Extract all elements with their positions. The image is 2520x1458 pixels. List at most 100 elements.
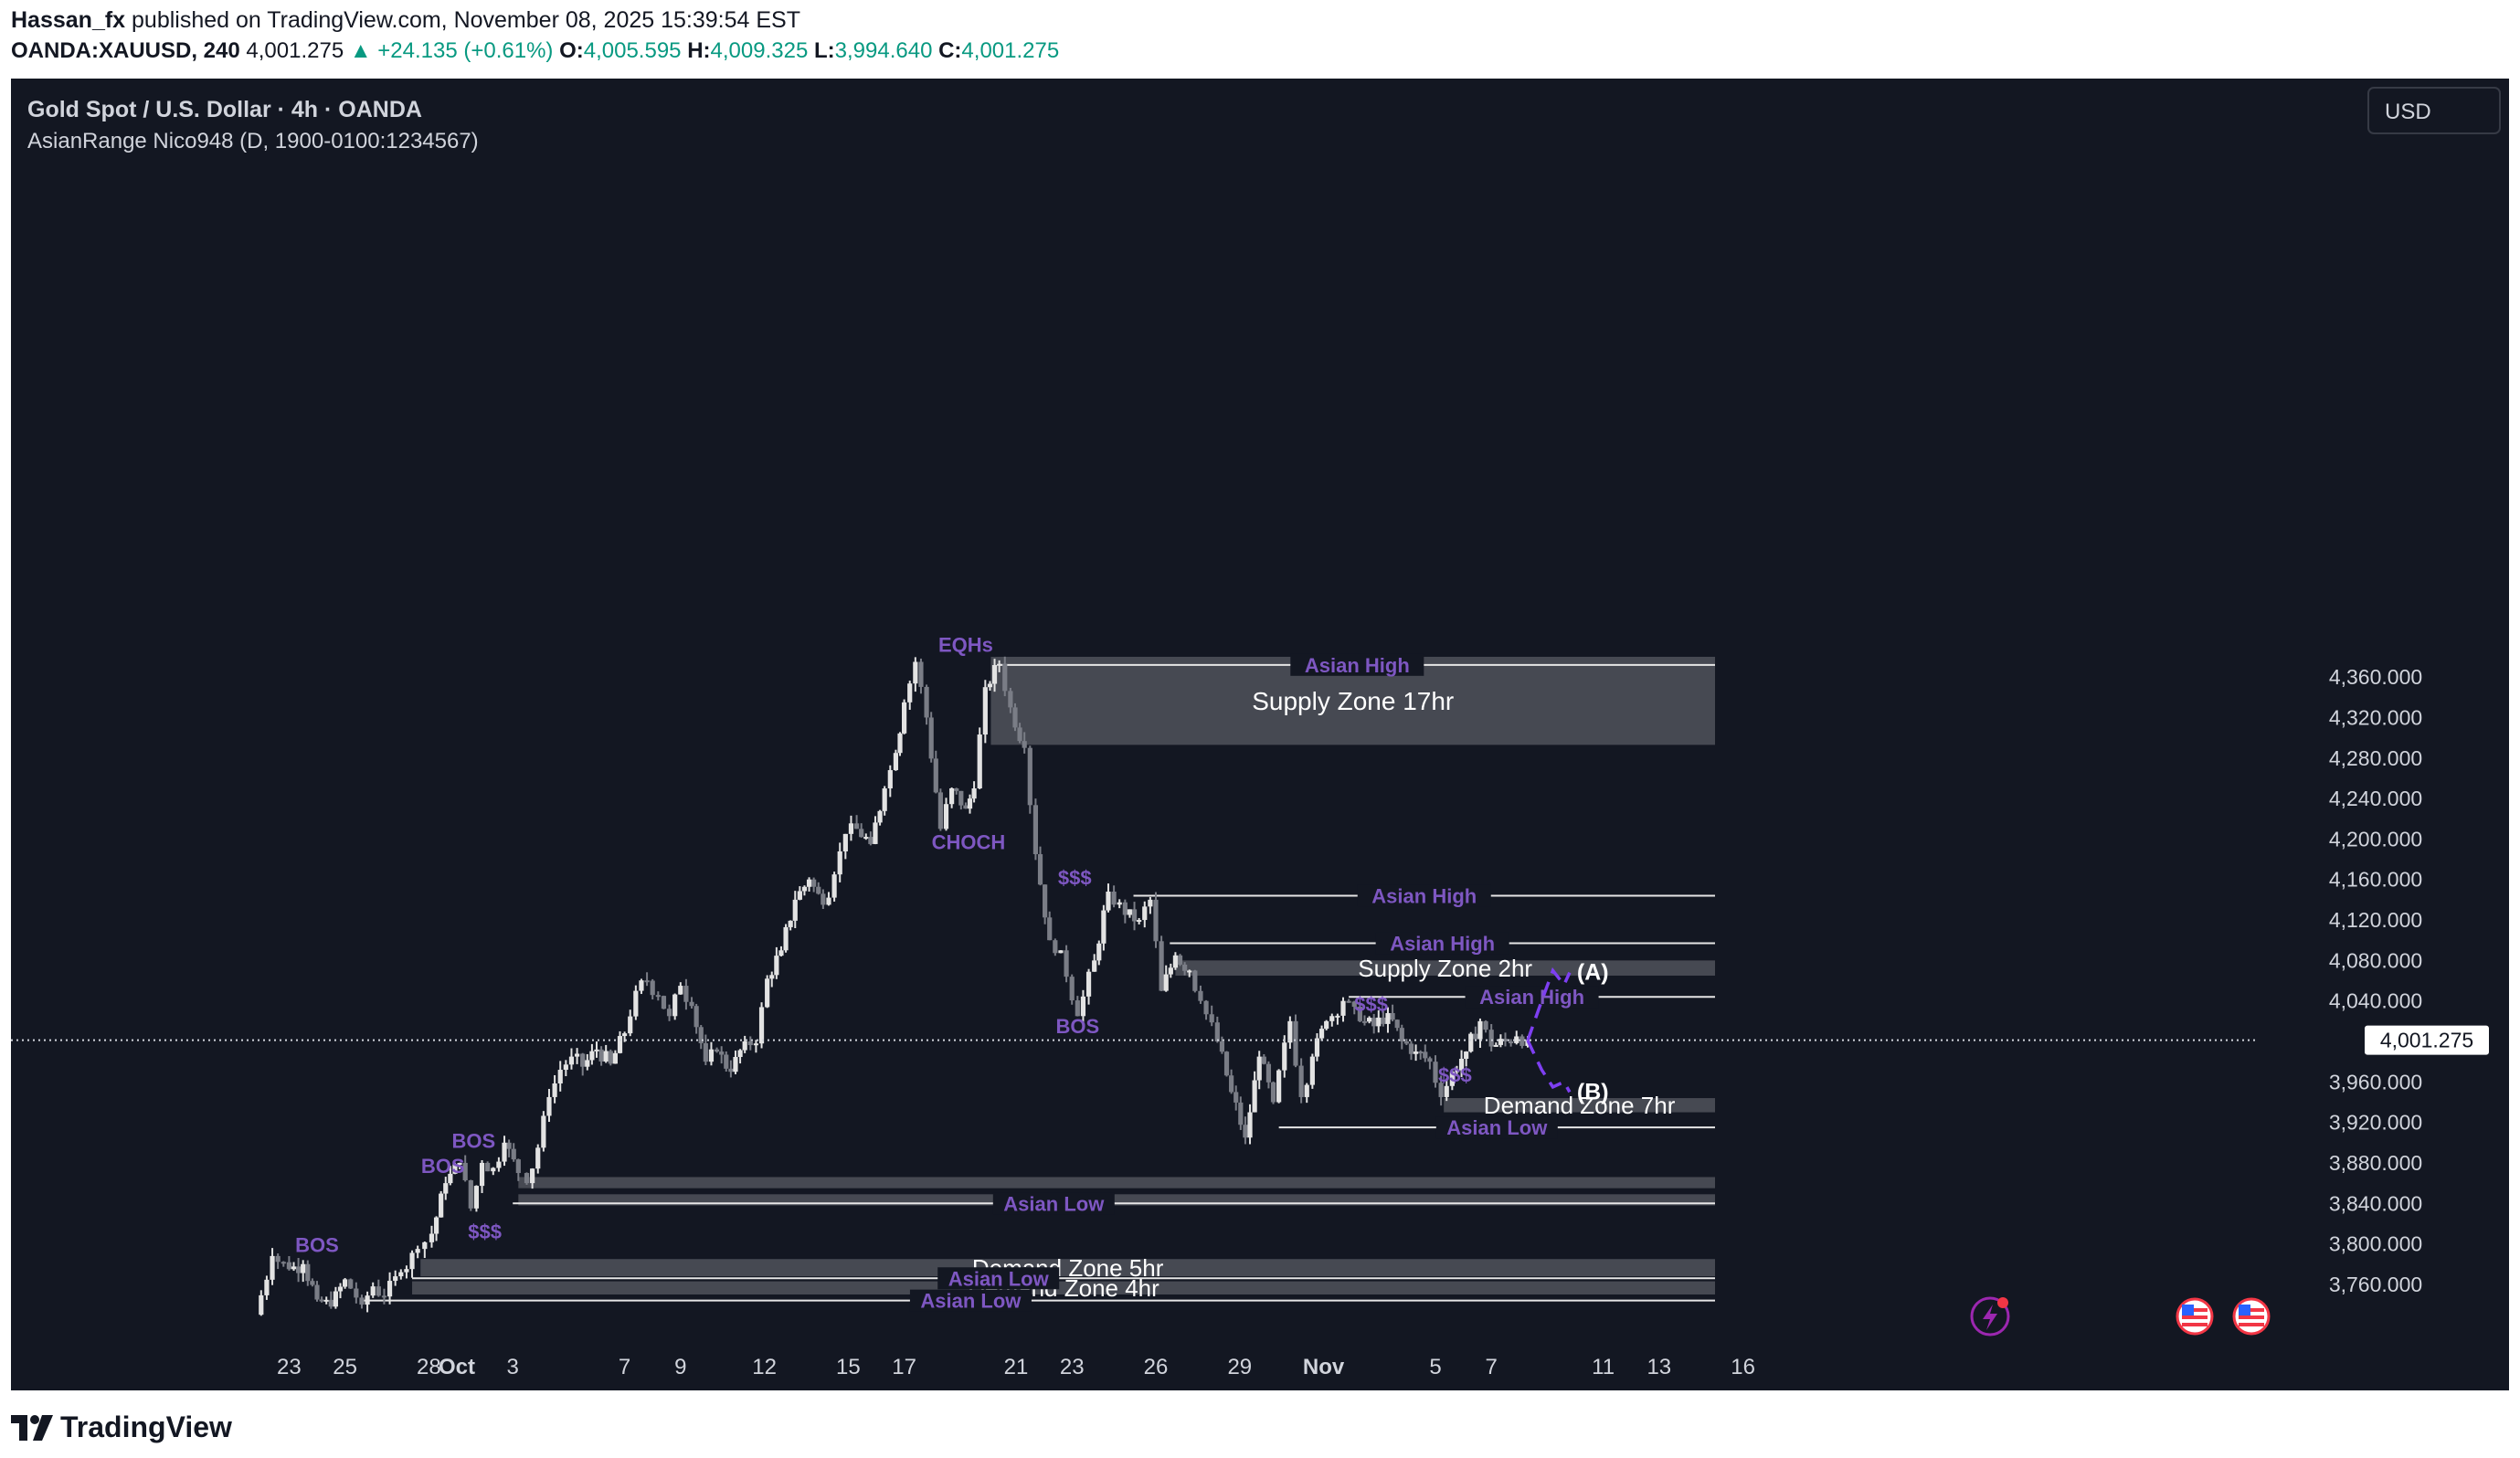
- candle-body: [1423, 1051, 1428, 1059]
- price-axis[interactable]: 4,360.000 4,320.000 4,280.000 4,240.000 4,20…: [2256, 79, 2509, 1348]
- candle-body: [323, 1299, 329, 1302]
- annotation-label[interactable]: BOS: [452, 1129, 496, 1152]
- candle-body: [409, 1252, 415, 1270]
- low-label: L:: [813, 38, 835, 63]
- price-chart[interactable]: Supply Zone 17hr Supply Zone 2hr Demand Zo…: [11, 79, 2509, 1390]
- level-label: Asian High: [1390, 933, 1495, 956]
- currency-button[interactable]: [2367, 87, 2501, 134]
- candle-body: [1335, 1015, 1340, 1018]
- chart-area[interactable]: Supply Zone 17hr Supply Zone 2hr Demand Zo…: [11, 79, 2509, 1390]
- annotation-label[interactable]: $$$: [468, 1220, 502, 1243]
- candle-body: [1032, 805, 1039, 855]
- last-price-tag-label: 4,001.275: [2380, 1029, 2473, 1052]
- annotation-label[interactable]: BOS: [421, 1155, 465, 1178]
- candle-body: [967, 798, 973, 809]
- candle-body: [479, 1162, 485, 1187]
- annotation-label[interactable]: $$$: [1354, 993, 1388, 1016]
- candle-body: [1399, 1028, 1404, 1041]
- candle-body: [608, 1051, 613, 1064]
- candle-body: [644, 980, 650, 983]
- candle-body: [1329, 1016, 1335, 1021]
- candle-body: [728, 1068, 734, 1072]
- candle-body: [1444, 1085, 1449, 1097]
- annotation-label[interactable]: EQHs: [938, 633, 993, 656]
- candle-body: [1022, 741, 1027, 748]
- candle-body: [506, 1142, 512, 1149]
- high-label: H:: [687, 38, 711, 63]
- scenario-path[interactable]: [1526, 967, 1572, 1041]
- us-flag-icon[interactable]: [2176, 1297, 2214, 1336]
- time-tick-label: 13: [1646, 1355, 1671, 1379]
- level-label-bg: [1435, 1116, 1558, 1139]
- scenario-label: (A): [1577, 960, 1609, 986]
- candle-body: [1053, 940, 1058, 954]
- candle-body: [1137, 920, 1142, 923]
- candle-body: [694, 1006, 699, 1028]
- indicator-legend[interactable]: AsianRange Nico948 (D, 1900-0100:1234567…: [27, 129, 479, 153]
- candle-body: [1309, 1056, 1315, 1085]
- candle-body: [661, 996, 667, 1009]
- zone-5[interactable]: [420, 1259, 1716, 1277]
- candle-body: [1256, 1056, 1262, 1081]
- level-label-bg: [1465, 986, 1599, 1009]
- candle-body: [264, 1279, 270, 1295]
- candle-body: [1122, 902, 1128, 915]
- candle-body: [448, 1173, 453, 1184]
- candle-body: [689, 1001, 694, 1007]
- candle-body: [708, 1049, 715, 1062]
- zone-2[interactable]: [1444, 1098, 1715, 1113]
- annotation-label[interactable]: BOS: [295, 1233, 339, 1256]
- candle-body: [1298, 1065, 1304, 1097]
- last-price-tag[interactable]: [2365, 1025, 2489, 1055]
- zone-1[interactable]: [1175, 960, 1715, 976]
- price-tick-label: 4,160.000: [2329, 868, 2422, 892]
- candle-body: [650, 980, 655, 996]
- candle-body: [1159, 941, 1164, 991]
- candle-body: [1270, 1082, 1276, 1103]
- candle-body: [902, 702, 907, 734]
- candle-body: [275, 1255, 281, 1263]
- candle-body: [1366, 1018, 1372, 1022]
- time-axis-bg: [11, 1348, 2256, 1390]
- low-value: 3,994.640: [834, 38, 933, 63]
- author-name[interactable]: Hassan_fx: [11, 7, 126, 33]
- candle-body: [270, 1255, 275, 1280]
- candle-body: [301, 1263, 306, 1273]
- annotation-label[interactable]: $$$: [1438, 1063, 1472, 1086]
- zone-3[interactable]: [518, 1177, 1715, 1189]
- annotation-label[interactable]: $$$: [1058, 866, 1092, 889]
- flash-icon[interactable]: [1970, 1296, 2010, 1336]
- annotation-label[interactable]: CHOCH: [932, 830, 1006, 853]
- candle-body: [1458, 1059, 1465, 1071]
- time-tick-label: 29: [1227, 1355, 1252, 1379]
- scenario-path[interactable]: [1526, 1040, 1572, 1094]
- candle-body: [259, 1294, 264, 1315]
- candle-body: [714, 1049, 720, 1052]
- candle-body: [958, 790, 964, 806]
- time-tick-label: 16: [1731, 1355, 1755, 1379]
- candle-body: [943, 804, 949, 829]
- candle-body: [954, 788, 959, 791]
- symbol-line: OANDA:XAUUSD, 240 4,001.275 ▲ +24.135 (+…: [11, 38, 1059, 64]
- candle-body: [393, 1276, 398, 1282]
- candle-body: [1117, 902, 1122, 905]
- time-tick-label: 11: [1592, 1355, 1615, 1379]
- annotation-label[interactable]: BOS: [1055, 1015, 1099, 1038]
- candle-body: [853, 823, 860, 829]
- candle-body: [1058, 950, 1064, 954]
- candle-body: [1153, 899, 1159, 942]
- candle-body: [281, 1262, 286, 1264]
- tradingview-logo[interactable]: TradingView: [11, 1410, 232, 1444]
- time-tick-label: 25: [333, 1355, 357, 1379]
- candle-body: [589, 1051, 595, 1061]
- chart-title: Gold Spot / U.S. Dollar · 4h · OANDA: [27, 97, 422, 122]
- candle-body: [848, 823, 854, 834]
- candle-body: [831, 874, 837, 898]
- zone-6[interactable]: [412, 1281, 1715, 1294]
- candle-body: [1498, 1039, 1503, 1045]
- candle-body: [452, 1164, 458, 1174]
- us-flag-icon[interactable]: [2232, 1297, 2271, 1336]
- candle-body: [1075, 1000, 1080, 1017]
- price-tick-label: 4,200.000: [2329, 827, 2422, 850]
